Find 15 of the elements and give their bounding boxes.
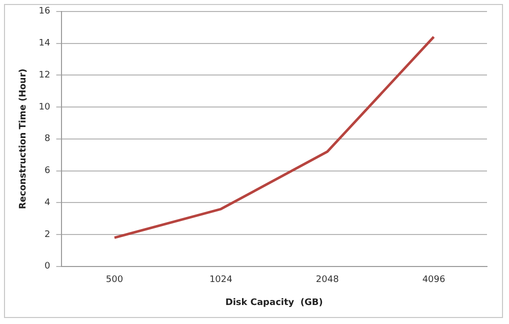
x-tick-label: 2048 <box>316 275 340 286</box>
y-tick-label: 16 <box>38 6 51 17</box>
y-tick-label: 8 <box>44 134 51 144</box>
y-tick-label: 12 <box>38 70 50 80</box>
y-tick-label: 10 <box>38 102 51 112</box>
x-tick-label: 500 <box>106 275 124 286</box>
y-tick-label: 6 <box>44 166 51 176</box>
x-axis-title: Disk Capacity (GB) <box>225 298 323 308</box>
y-tick-label: 0 <box>44 262 51 272</box>
y-tick-label: 4 <box>44 198 51 208</box>
x-tick-label: 1024 <box>209 275 233 286</box>
y-tick-label: 2 <box>44 230 50 240</box>
x-tick-label: 4096 <box>422 275 446 286</box>
y-tick-label: 14 <box>38 38 51 49</box>
y-axis-title: Reconstruction Time (Hour) <box>18 68 29 210</box>
